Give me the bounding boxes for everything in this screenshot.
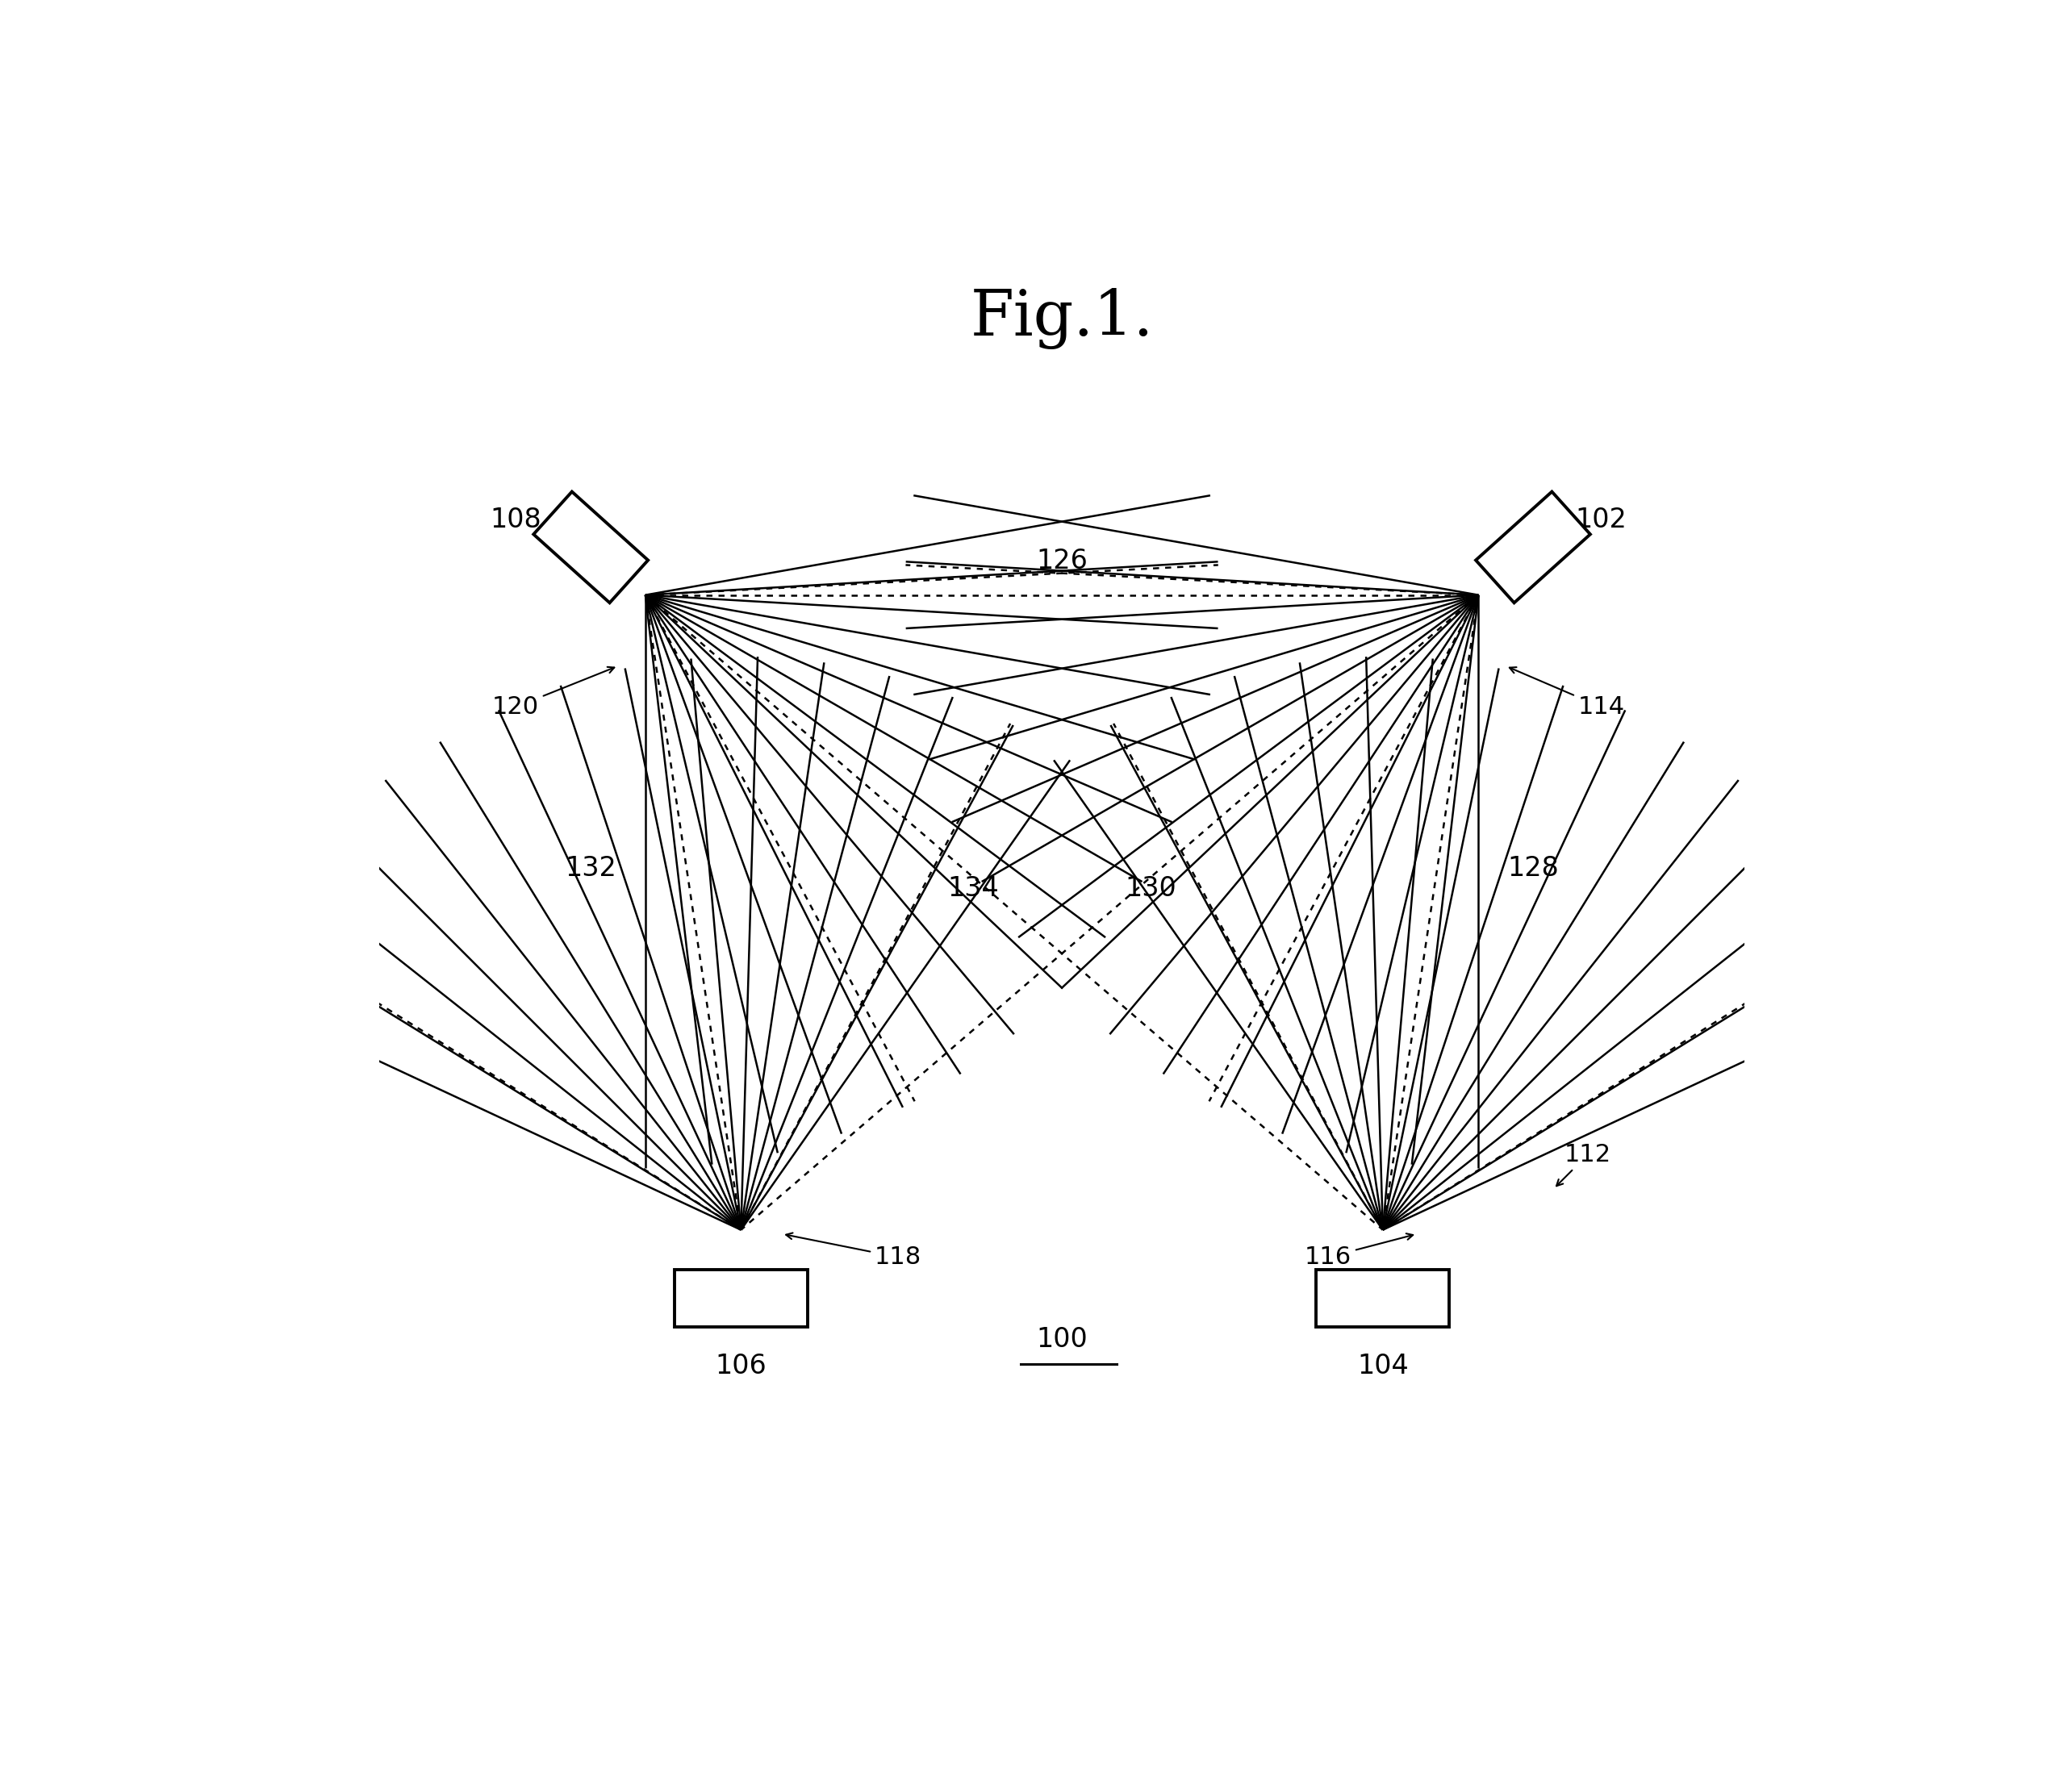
Text: 128: 128	[1506, 855, 1558, 881]
Text: 114: 114	[1510, 667, 1624, 718]
Text: 130: 130	[1125, 876, 1177, 902]
Text: 106: 106	[715, 1353, 767, 1379]
Text: 116: 116	[1305, 1234, 1413, 1269]
Polygon shape	[673, 1269, 808, 1326]
Text: 104: 104	[1357, 1353, 1409, 1379]
Text: 120: 120	[493, 667, 613, 718]
Text: 102: 102	[1575, 507, 1627, 534]
Text: 108: 108	[489, 507, 541, 534]
Text: 112: 112	[1556, 1144, 1612, 1186]
Text: 118: 118	[785, 1232, 922, 1269]
Text: 126: 126	[1036, 548, 1088, 574]
Polygon shape	[533, 491, 649, 603]
Text: 100: 100	[1036, 1326, 1088, 1353]
Text: 132: 132	[566, 855, 617, 881]
Polygon shape	[1475, 491, 1591, 603]
Text: 134: 134	[947, 876, 999, 902]
Text: Fig.1.: Fig.1.	[970, 287, 1154, 349]
Polygon shape	[1316, 1269, 1450, 1326]
